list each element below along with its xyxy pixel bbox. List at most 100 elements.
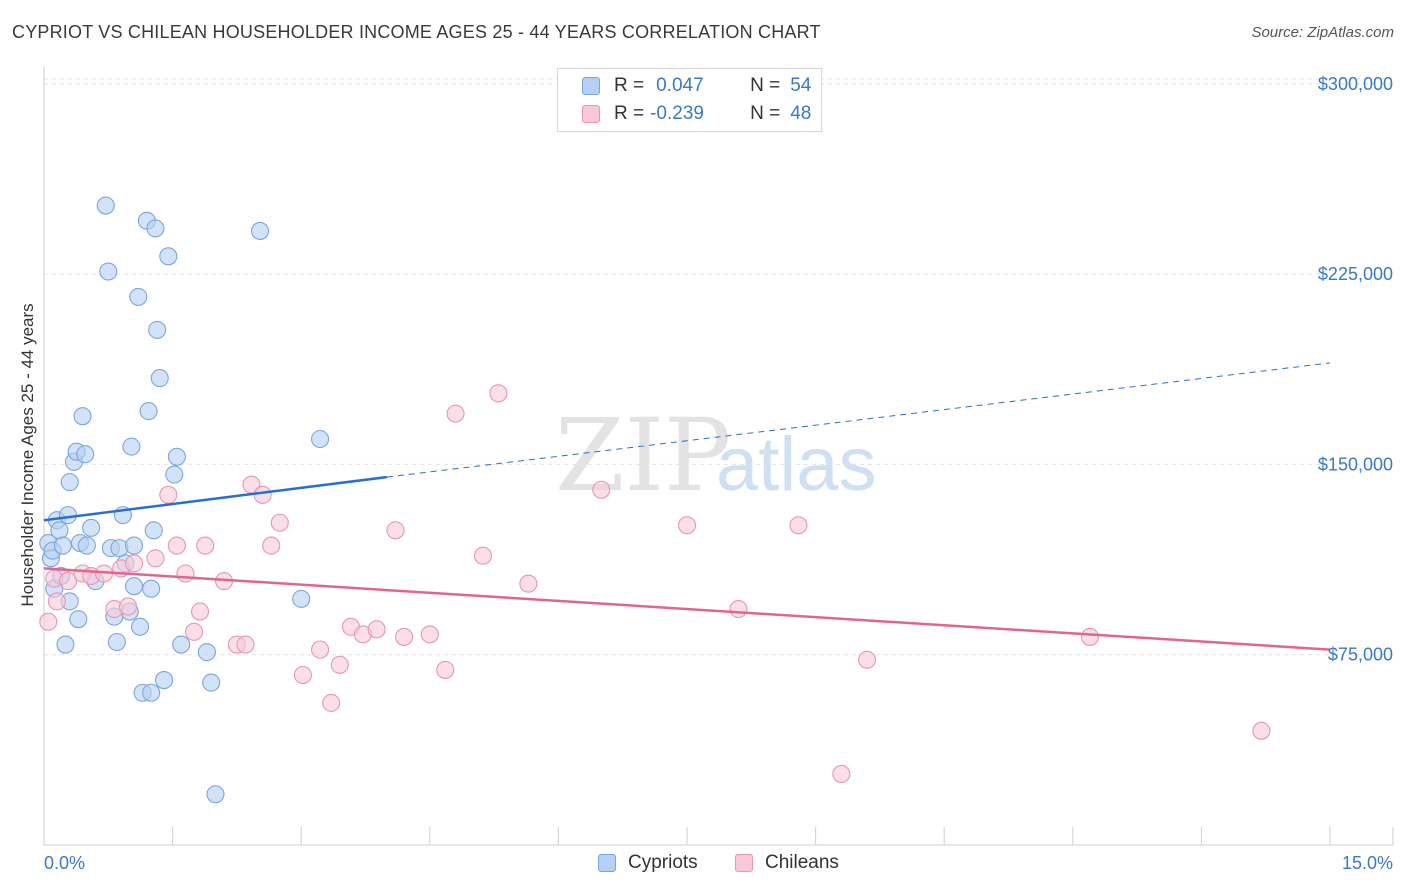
point-chileans bbox=[184, 622, 204, 641]
legend-r-value: 0.047 bbox=[656, 75, 704, 96]
axis-labels: Householder Income Ages 25 - 44 years 0.… bbox=[18, 74, 1393, 873]
x-tick-min: 0.0% bbox=[44, 853, 85, 873]
bottom-legend-cypriots: Cypriots bbox=[598, 852, 698, 874]
point-chileans bbox=[446, 404, 465, 423]
trend-line-chileans bbox=[43, 567, 1331, 651]
y-axis-label: Householder Income Ages 25 - 44 years bbox=[18, 303, 37, 606]
point-cypriots bbox=[76, 445, 95, 464]
point-cypriots bbox=[60, 473, 79, 492]
point-chileans bbox=[367, 620, 386, 639]
legend-swatch-chileans bbox=[582, 105, 600, 123]
point-cypriots bbox=[122, 437, 141, 456]
data-points bbox=[39, 196, 1271, 804]
point-chileans bbox=[196, 536, 215, 555]
bottom-legend-chileans: Chileans bbox=[735, 852, 839, 874]
point-chileans bbox=[47, 592, 66, 611]
point-cypriots bbox=[144, 521, 163, 540]
point-chileans bbox=[386, 521, 405, 540]
point-chileans bbox=[159, 485, 178, 504]
legend-row-cypriots: R = 0.047 N = 54 bbox=[582, 74, 811, 98]
source-label: Source: ZipAtlas.com bbox=[1251, 24, 1394, 41]
bottom-legend-swatch-chileans bbox=[735, 854, 753, 872]
point-cypriots bbox=[107, 632, 126, 652]
legend-row-chileans: R = -0.239 N = 48 bbox=[582, 102, 811, 126]
point-cypriots bbox=[73, 407, 92, 426]
trend-line-cypriots bbox=[43, 475, 388, 522]
legend-swatch-cypriots bbox=[582, 77, 600, 95]
point-cypriots bbox=[96, 196, 115, 215]
point-chileans bbox=[176, 564, 195, 583]
correlation-legend: R = 0.047 N = 54 R = -0.239 N = 48 bbox=[557, 68, 822, 132]
legend-r-label: R = bbox=[614, 103, 645, 124]
point-chileans bbox=[473, 546, 493, 565]
point-cypriots bbox=[172, 635, 191, 654]
x-tick-max: 15.0% bbox=[1342, 853, 1393, 873]
point-chileans bbox=[58, 572, 78, 591]
point-cypriots bbox=[53, 536, 72, 555]
point-cypriots bbox=[202, 673, 221, 692]
legend-n-label: N = bbox=[750, 103, 781, 124]
point-chileans bbox=[420, 625, 439, 644]
point-cypriots bbox=[150, 369, 169, 388]
point-chileans bbox=[262, 536, 281, 555]
watermark: ZIP atlas bbox=[555, 397, 877, 514]
bottom-legend-swatch-cypriots bbox=[598, 854, 616, 872]
watermark-zip: ZIP bbox=[555, 397, 731, 514]
point-cypriots bbox=[165, 465, 184, 484]
point-chileans bbox=[311, 640, 330, 659]
point-chileans bbox=[330, 655, 349, 674]
point-chileans bbox=[729, 599, 748, 619]
point-chileans bbox=[395, 627, 414, 646]
y-tick-label: $150,000 bbox=[1318, 454, 1393, 474]
point-chileans bbox=[167, 536, 186, 555]
point-cypriots bbox=[154, 671, 174, 690]
y-tick-label: $300,000 bbox=[1318, 74, 1393, 94]
point-chileans bbox=[190, 602, 210, 621]
legend-n-value: 48 bbox=[790, 103, 812, 124]
point-cypriots bbox=[292, 589, 311, 608]
point-cypriots bbox=[250, 221, 270, 240]
point-cypriots bbox=[129, 287, 148, 306]
point-cypriots bbox=[142, 683, 161, 702]
point-cypriots bbox=[146, 219, 165, 238]
point-cypriots bbox=[142, 579, 161, 598]
bottom-legend-label-cypriots: Cypriots bbox=[628, 852, 698, 873]
y-tick-label: $225,000 bbox=[1318, 264, 1393, 284]
point-cypriots bbox=[56, 635, 75, 654]
point-chileans bbox=[519, 574, 538, 593]
point-cypriots bbox=[130, 617, 150, 636]
point-cypriots bbox=[206, 785, 225, 804]
point-cypriots bbox=[69, 610, 88, 629]
point-cypriots bbox=[82, 518, 101, 537]
legend-n-value: 54 bbox=[790, 75, 812, 96]
point-chileans bbox=[293, 665, 312, 685]
point-chileans bbox=[677, 516, 697, 535]
trend-line-cypriots-extension bbox=[386, 362, 1331, 478]
point-chileans bbox=[118, 597, 138, 616]
point-chileans bbox=[124, 554, 144, 573]
bottom-legend-label-chileans: Chileans bbox=[765, 852, 839, 873]
point-cypriots bbox=[197, 643, 216, 662]
point-chileans bbox=[270, 513, 289, 532]
grid-lines bbox=[44, 78, 1393, 656]
y-tick-label: $75,000 bbox=[1328, 645, 1393, 665]
point-chileans bbox=[832, 764, 851, 784]
point-chileans bbox=[1080, 627, 1099, 646]
point-cypriots bbox=[159, 247, 178, 266]
point-cypriots bbox=[167, 447, 186, 466]
legend-r-value: -0.239 bbox=[650, 103, 704, 124]
point-chileans bbox=[489, 384, 508, 403]
point-chileans bbox=[236, 635, 255, 654]
point-cypriots bbox=[139, 402, 158, 421]
legend-r-label: R = bbox=[614, 75, 645, 96]
chart-title: CYPRIOT VS CHILEAN HOUSEHOLDER INCOME AG… bbox=[12, 22, 821, 42]
trend-lines bbox=[43, 362, 1331, 651]
point-cypriots bbox=[77, 536, 96, 555]
point-chileans bbox=[146, 549, 165, 568]
point-cypriots bbox=[99, 262, 118, 281]
point-chileans bbox=[39, 612, 58, 631]
point-chileans bbox=[436, 660, 455, 679]
point-chileans bbox=[1252, 721, 1271, 740]
axes bbox=[43, 66, 1394, 846]
